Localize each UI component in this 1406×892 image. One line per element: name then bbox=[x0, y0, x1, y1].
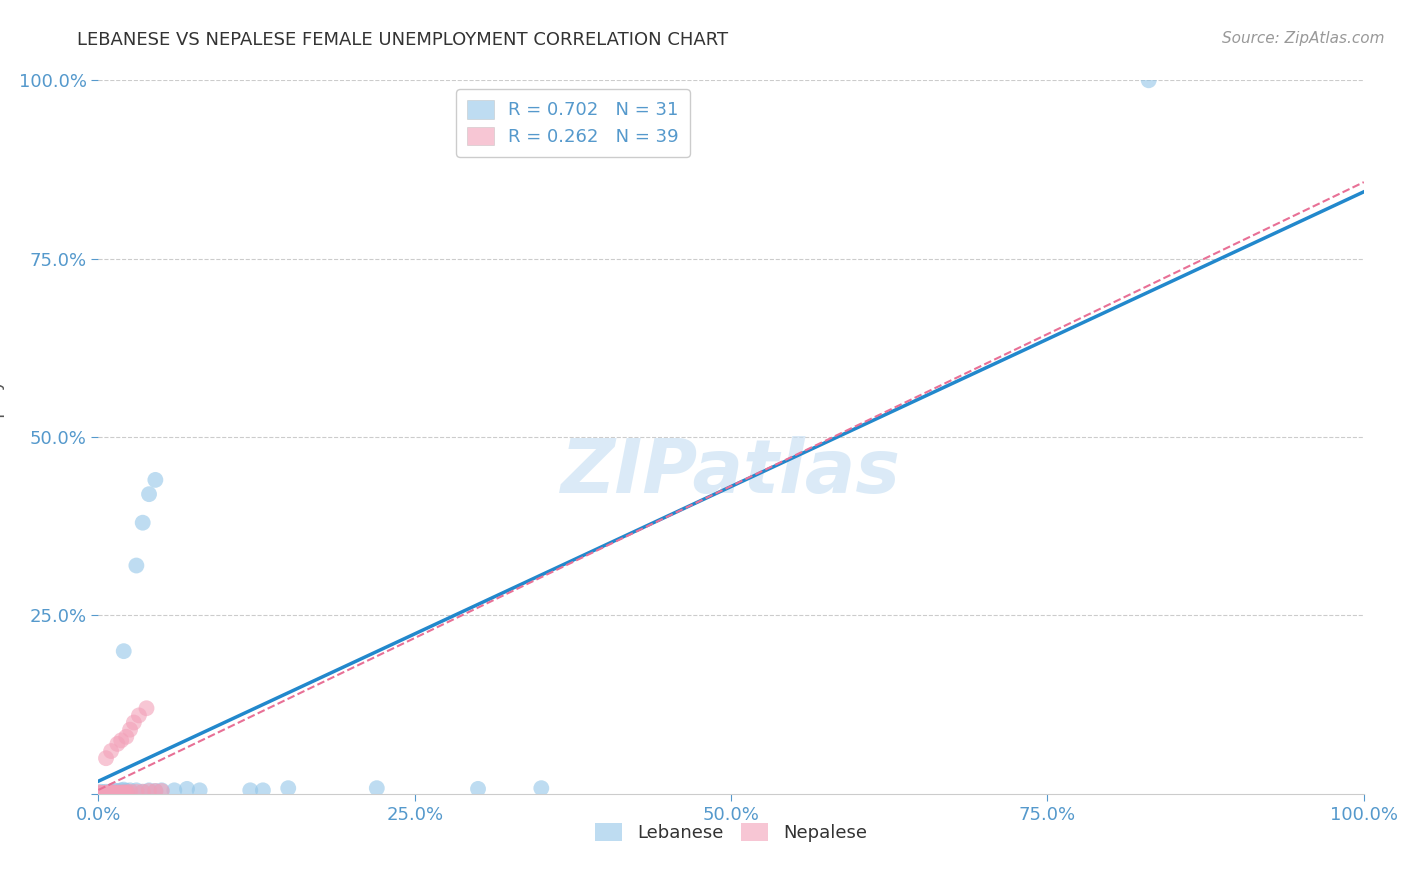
Point bbox=[98, 786, 121, 800]
Point bbox=[97, 786, 120, 800]
Point bbox=[94, 785, 117, 799]
Point bbox=[277, 781, 299, 796]
Point bbox=[122, 715, 145, 730]
Point bbox=[110, 733, 132, 747]
Point bbox=[138, 784, 160, 798]
Point bbox=[93, 786, 115, 800]
Point bbox=[100, 744, 122, 758]
Point bbox=[108, 786, 131, 800]
Point bbox=[94, 786, 117, 800]
Text: ZIPatlas: ZIPatlas bbox=[561, 436, 901, 509]
Point bbox=[93, 785, 115, 799]
Point bbox=[94, 751, 117, 765]
Point bbox=[125, 783, 148, 797]
Point bbox=[138, 783, 160, 797]
Point bbox=[114, 785, 136, 799]
Point bbox=[132, 785, 155, 799]
Point bbox=[252, 783, 274, 797]
Text: LEBANESE VS NEPALESE FEMALE UNEMPLOYMENT CORRELATION CHART: LEBANESE VS NEPALESE FEMALE UNEMPLOYMENT… bbox=[77, 31, 728, 49]
Point bbox=[1137, 73, 1160, 87]
Point bbox=[100, 785, 122, 799]
Point bbox=[90, 785, 112, 799]
Point bbox=[97, 785, 120, 799]
Point bbox=[96, 785, 118, 799]
Point bbox=[366, 781, 388, 796]
Legend: Lebanese, Nepalese: Lebanese, Nepalese bbox=[588, 815, 875, 849]
Point bbox=[107, 785, 129, 799]
Point bbox=[100, 785, 122, 799]
Point bbox=[120, 723, 141, 737]
Point bbox=[101, 786, 124, 800]
Point bbox=[125, 785, 148, 799]
Text: Source: ZipAtlas.com: Source: ZipAtlas.com bbox=[1222, 31, 1385, 46]
Point bbox=[87, 785, 110, 799]
Point bbox=[239, 783, 262, 797]
Point bbox=[138, 487, 160, 501]
Point bbox=[107, 786, 129, 800]
Point bbox=[91, 786, 114, 800]
Point bbox=[145, 784, 166, 798]
Point bbox=[120, 783, 141, 797]
Point bbox=[125, 558, 148, 573]
Point bbox=[120, 785, 141, 799]
Point bbox=[103, 785, 125, 799]
Point bbox=[176, 781, 198, 796]
Point bbox=[150, 783, 173, 797]
Point bbox=[115, 730, 138, 744]
Point bbox=[110, 785, 132, 799]
Point bbox=[135, 701, 157, 715]
Point bbox=[111, 786, 134, 800]
Y-axis label: Female Unemployment: Female Unemployment bbox=[0, 333, 4, 541]
Point bbox=[132, 785, 155, 799]
Point bbox=[107, 784, 129, 798]
Point bbox=[103, 783, 125, 797]
Point bbox=[150, 784, 173, 798]
Point bbox=[112, 785, 135, 799]
Point bbox=[163, 783, 186, 797]
Point bbox=[467, 781, 489, 796]
Point bbox=[89, 786, 111, 800]
Point bbox=[145, 784, 166, 798]
Point bbox=[188, 783, 211, 797]
Point bbox=[145, 473, 166, 487]
Point bbox=[115, 784, 138, 798]
Point bbox=[117, 785, 139, 799]
Point bbox=[110, 783, 132, 797]
Point bbox=[112, 782, 135, 797]
Point bbox=[132, 516, 155, 530]
Point bbox=[104, 786, 127, 800]
Point bbox=[90, 786, 112, 800]
Point bbox=[112, 644, 135, 658]
Point bbox=[128, 708, 150, 723]
Point bbox=[105, 786, 128, 800]
Point bbox=[530, 781, 553, 796]
Point bbox=[107, 737, 129, 751]
Point bbox=[115, 786, 138, 800]
Point bbox=[93, 786, 117, 800]
